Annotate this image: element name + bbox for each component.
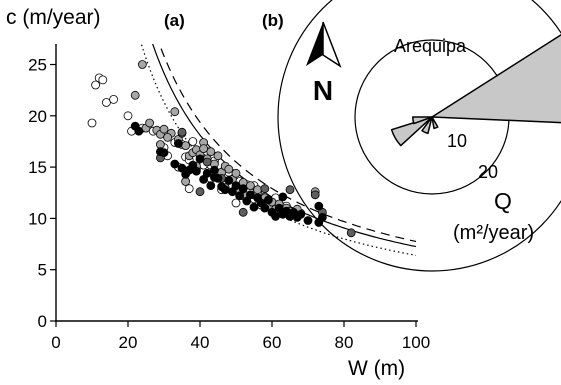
panel-a-label: (a) [164, 11, 185, 30]
data-point-black [195, 154, 205, 164]
y-tick-label: 0 [38, 312, 47, 331]
data-point-black [191, 166, 201, 176]
panel-b-label: (b) [262, 11, 284, 30]
x-tick-label: 40 [191, 333, 210, 352]
rose-ring [277, 0, 561, 272]
data-point-white [188, 137, 198, 146]
data-point-gray [163, 132, 173, 142]
data-point-black [224, 175, 234, 185]
data-point-black [170, 159, 180, 169]
data-point-gray [206, 147, 216, 157]
data-point-black [134, 126, 144, 136]
data-point-black [303, 216, 313, 225]
x-axis-title: W (m) [348, 357, 405, 380]
x-tick-label: 0 [51, 333, 60, 352]
y-tick-label: 15 [28, 158, 47, 177]
data-point-gray [199, 144, 209, 154]
data-point-black [271, 211, 281, 221]
rose-sector [421, 116, 433, 135]
data-point-black [278, 192, 288, 202]
data-point-black [231, 181, 241, 191]
data-point-gray [213, 151, 223, 161]
x-tick-label: 100 [402, 333, 430, 352]
rose-sector [431, 116, 439, 130]
data-point-black [202, 168, 212, 178]
data-point-gray [170, 107, 180, 117]
data-point-white [102, 98, 111, 107]
data-point-white [231, 198, 241, 208]
data-point-black [317, 212, 327, 222]
data-point-black [296, 209, 306, 219]
y-axis-title: c (m/year) [6, 6, 101, 29]
location-label: Arequipa [394, 36, 467, 56]
data-point-black [249, 202, 259, 212]
data-point-black [206, 181, 216, 191]
data-point-gray [159, 124, 169, 134]
data-point-black [314, 201, 324, 211]
ring-label-20: 20 [478, 162, 498, 182]
rose-sector [390, 116, 433, 147]
x-tick-label: 60 [263, 333, 282, 352]
x-tick-label: 20 [119, 333, 138, 352]
data-point-black [159, 148, 169, 158]
rose-sectors [390, 33, 561, 147]
ring-label-10: 10 [447, 131, 467, 151]
data-point-white [123, 111, 133, 121]
scatter-chart: (a) c (m/year) W (m) 0 20 40 60 80 100 0 5 10 15… [6, 6, 430, 380]
data-point-gray [245, 181, 255, 191]
y-tick-label: 20 [28, 107, 47, 126]
data-point-dark-gray [238, 207, 248, 217]
data-point-black [209, 165, 219, 175]
rose-diagram: (b) N Arequipa 10 20 Q (m²/year) [262, 0, 561, 272]
data-point-white [184, 184, 194, 194]
data-point-dark-gray [202, 157, 212, 167]
y-tick-label: 10 [28, 209, 47, 228]
unit-label: (m²/year) [453, 222, 534, 244]
y-tick-label: 25 [28, 56, 47, 75]
data-point-black [184, 165, 194, 175]
data-point-gray [130, 90, 140, 100]
data-point-gray [181, 141, 191, 151]
data-point-white [98, 75, 108, 85]
north-label: N [313, 75, 333, 106]
fit-curve-solid [152, 44, 417, 248]
data-point-gray [137, 60, 147, 69]
data-point-gray [224, 164, 234, 174]
data-point-white [91, 80, 100, 90]
data-point-dark-gray [285, 185, 295, 195]
data-point-dark-gray [195, 187, 205, 197]
data-point-gray [145, 118, 155, 128]
data-point-black [220, 185, 230, 195]
data-point-black [173, 139, 183, 148]
data-point-black [260, 203, 270, 213]
x-tick-label: 80 [335, 333, 354, 352]
rose-sector [412, 116, 433, 125]
data-point-dark-gray [177, 127, 187, 137]
y-ticks: 0 5 10 15 20 25 [28, 56, 56, 331]
data-point-black [245, 190, 255, 200]
data-point-white [87, 118, 97, 128]
data-point-dark-gray [260, 184, 270, 194]
data-point-dark-gray [310, 190, 320, 200]
quantity-label: Q [494, 188, 512, 214]
data-point-black [238, 184, 248, 194]
data-point-gray [231, 168, 241, 178]
data-points [87, 60, 356, 238]
data-point-dark-gray [346, 228, 356, 238]
data-point-black [213, 173, 223, 183]
fit-curve-dashed [158, 44, 417, 243]
data-point-black [263, 195, 273, 205]
north-arrow-icon [306, 21, 342, 68]
data-point-gray [253, 185, 263, 195]
data-point-white [109, 95, 118, 104]
data-point-black [235, 191, 245, 201]
x-ticks: 0 20 40 60 80 100 [51, 321, 430, 352]
y-tick-label: 5 [38, 261, 47, 280]
rose-sector [431, 33, 561, 124]
